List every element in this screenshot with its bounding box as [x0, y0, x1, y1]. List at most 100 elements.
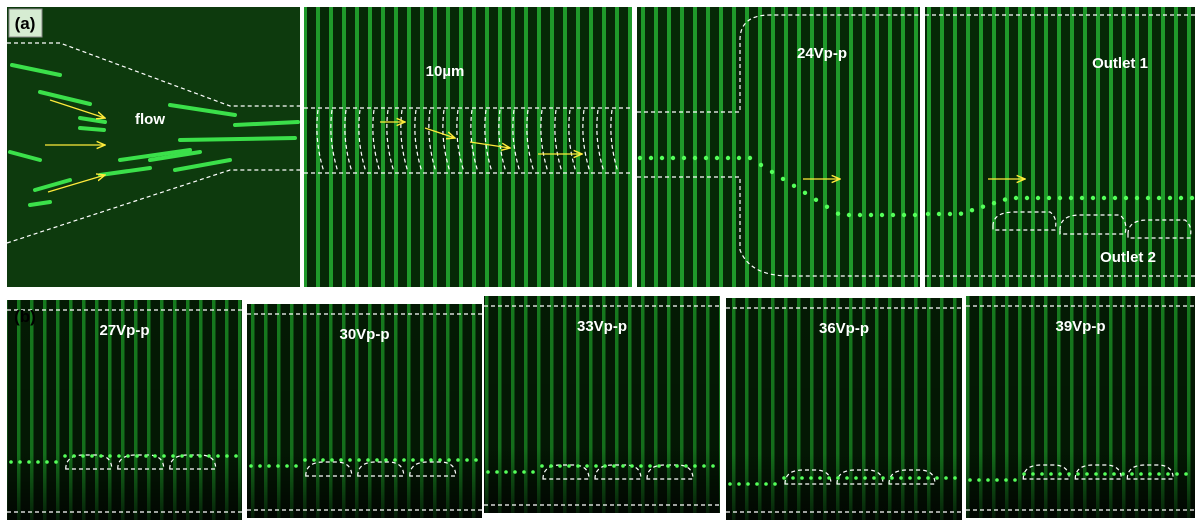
- bead: [393, 458, 397, 462]
- deflection-line: [498, 109, 507, 173]
- bead: [1057, 195, 1063, 201]
- bead: [1175, 472, 1179, 476]
- bead: [758, 162, 764, 168]
- deflection-lines: [316, 109, 619, 173]
- bead: [375, 458, 379, 462]
- bead: [1079, 195, 1085, 201]
- bead: [1130, 472, 1134, 476]
- bead: [648, 464, 652, 468]
- bead: [1049, 472, 1053, 476]
- bead: [1068, 195, 1074, 201]
- bead: [1121, 472, 1125, 476]
- bead: [276, 464, 280, 468]
- arrow: [49, 99, 105, 118]
- bead: [27, 460, 31, 464]
- bead: [303, 458, 307, 462]
- bead: [420, 458, 424, 462]
- channel-outline: [925, 14, 1195, 277]
- bead: [791, 476, 795, 480]
- bead: [465, 458, 469, 462]
- deflection-line: [554, 109, 563, 173]
- bead: [868, 212, 874, 218]
- bead: [986, 478, 990, 482]
- bead: [836, 476, 840, 480]
- deflection-line: [414, 109, 423, 173]
- bead: [117, 454, 121, 458]
- bead: [1013, 478, 1017, 482]
- image-outlets: [925, 7, 1195, 287]
- bead: [576, 464, 580, 468]
- trap-outline: [888, 469, 936, 485]
- bead: [126, 454, 130, 458]
- bead: [991, 200, 997, 206]
- bead: [977, 478, 981, 482]
- bead: [1101, 195, 1107, 201]
- bead: [612, 464, 616, 468]
- bead: [429, 458, 433, 462]
- bead: [594, 464, 598, 468]
- bead: [659, 155, 665, 161]
- bead: [925, 211, 931, 217]
- bead: [621, 464, 625, 468]
- trap-outline: [117, 454, 165, 470]
- bead: [657, 464, 661, 468]
- bead: [411, 458, 415, 462]
- trap-outline: [409, 461, 457, 477]
- bead: [348, 458, 352, 462]
- bead: [603, 464, 607, 468]
- bead: [857, 212, 863, 218]
- bead: [267, 464, 271, 468]
- bead: [1103, 472, 1107, 476]
- caption: 30Vp-p: [339, 326, 389, 343]
- bead: [692, 155, 698, 161]
- channel-outline: [966, 305, 1195, 511]
- bead: [531, 470, 535, 474]
- bead: [675, 464, 679, 468]
- image-shade: [247, 304, 482, 518]
- bead: [639, 464, 643, 468]
- bead: [773, 482, 777, 486]
- deflection-line: [400, 109, 409, 173]
- bead: [216, 454, 220, 458]
- bead: [1046, 195, 1052, 201]
- bead: [330, 458, 334, 462]
- bead: [879, 212, 885, 218]
- arrow: [424, 127, 455, 138]
- deflection-line: [568, 109, 577, 173]
- image-shade: [966, 296, 1195, 518]
- bead: [18, 460, 22, 464]
- bead: [108, 454, 112, 458]
- bead: [447, 458, 451, 462]
- bead: [630, 464, 634, 468]
- caption: 10µm: [426, 63, 465, 80]
- deflection-line: [596, 109, 605, 173]
- bead: [824, 204, 830, 209]
- image-shade: [484, 296, 720, 513]
- bead: [225, 454, 229, 458]
- caption: flow: [135, 111, 165, 128]
- deflection-line: [610, 109, 619, 173]
- bead: [540, 464, 544, 468]
- panel-label: (b): [14, 307, 36, 326]
- bead: [901, 212, 907, 218]
- bead: [780, 176, 786, 182]
- deflection-line: [358, 109, 367, 173]
- bead: [153, 454, 157, 458]
- trap-outline: [357, 461, 405, 477]
- bead: [764, 482, 768, 486]
- bead: [486, 470, 490, 474]
- channel-outline: [6, 42, 300, 244]
- image-shade: [7, 300, 242, 520]
- bead: [702, 464, 706, 468]
- deflection-line: [456, 109, 465, 173]
- bead: [1184, 472, 1188, 476]
- bead: [637, 155, 643, 161]
- bead: [693, 464, 697, 468]
- image-deflection: [637, 7, 920, 287]
- deflection-line: [386, 109, 395, 173]
- bead: [953, 476, 957, 480]
- bead: [908, 476, 912, 480]
- deflection-line: [372, 109, 381, 173]
- bead: [567, 464, 571, 468]
- bead: [1178, 195, 1184, 201]
